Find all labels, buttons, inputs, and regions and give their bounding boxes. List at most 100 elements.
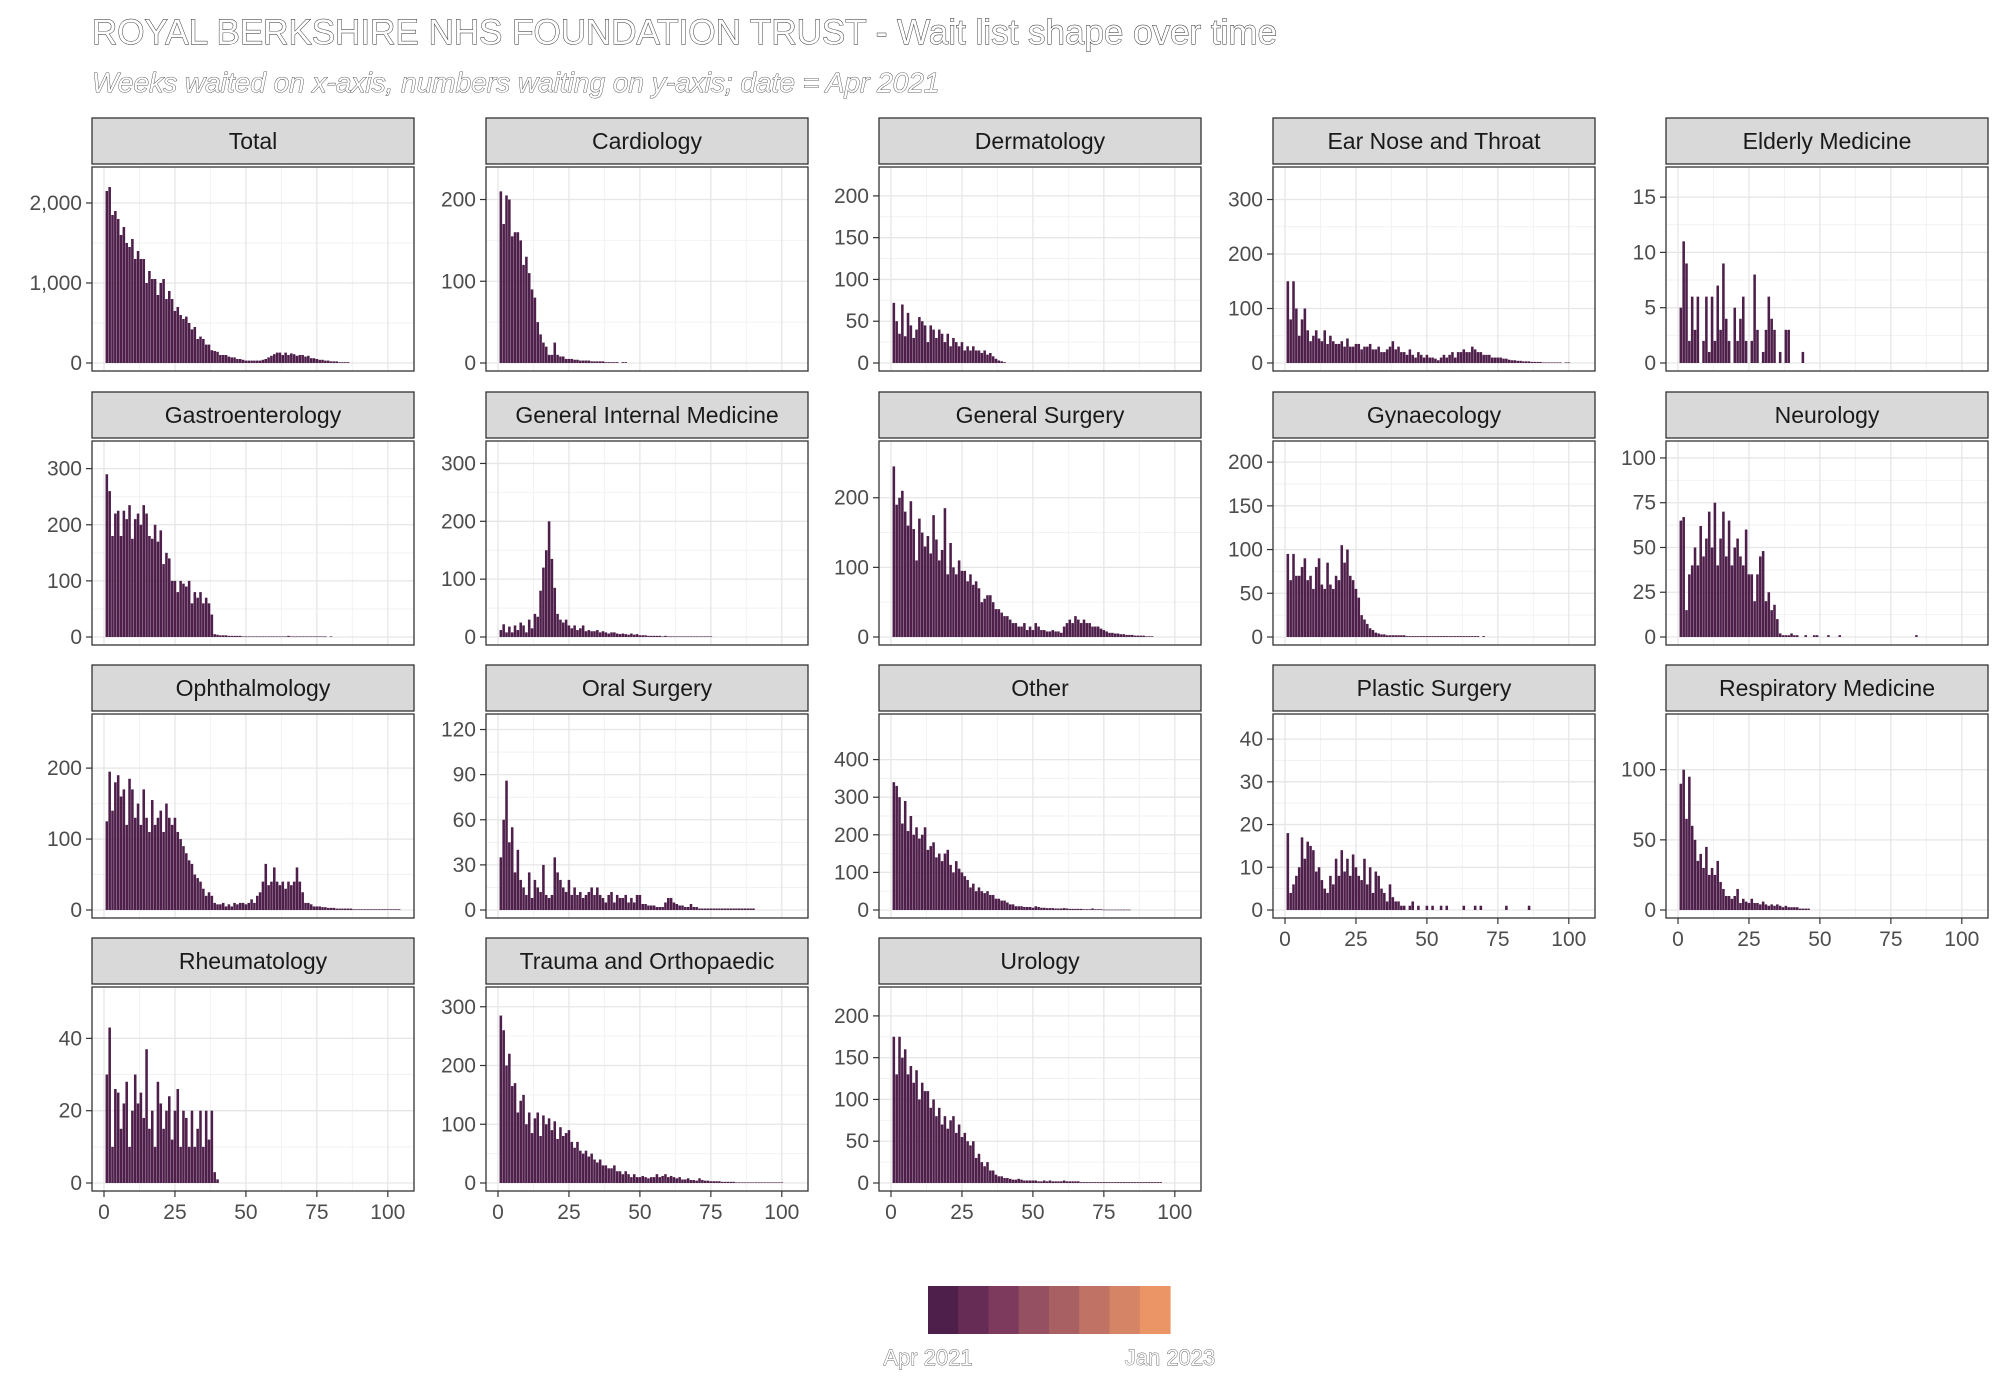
- bar: [275, 636, 279, 638]
- bar: [1713, 340, 1717, 363]
- y-tick-label: 150: [834, 227, 869, 250]
- bar: [1815, 635, 1819, 637]
- bar: [1699, 525, 1702, 637]
- bar: [1102, 909, 1106, 911]
- bar: [114, 782, 117, 910]
- bar: [920, 532, 924, 637]
- bar: [581, 1153, 585, 1183]
- bar: [1366, 346, 1369, 363]
- bar: [1485, 354, 1488, 363]
- bar: [923, 546, 927, 637]
- bar: [1391, 341, 1395, 363]
- bar: [601, 361, 605, 363]
- bar: [1363, 346, 1366, 363]
- bar: [596, 630, 599, 637]
- y-tick-label: 40: [59, 1027, 82, 1050]
- bar: [1099, 628, 1103, 637]
- y-tick-label: 0: [857, 626, 869, 649]
- bar: [1541, 362, 1545, 364]
- bar: [216, 351, 219, 363]
- bar: [136, 513, 140, 637]
- bar: [1156, 1182, 1160, 1183]
- bar: [1023, 623, 1026, 637]
- bar: [576, 630, 579, 637]
- bar: [954, 1132, 958, 1183]
- y-tick-label: 40: [1240, 728, 1263, 751]
- bar: [1286, 553, 1290, 637]
- bar: [1354, 343, 1358, 363]
- bar: [593, 361, 596, 363]
- bar: [1320, 341, 1324, 363]
- bar: [1801, 351, 1805, 363]
- bar: [210, 1110, 214, 1183]
- bar: [1306, 580, 1309, 637]
- bar: [125, 824, 128, 910]
- bar: [556, 354, 559, 363]
- bar: [1057, 631, 1060, 637]
- bar: [1736, 340, 1739, 363]
- bar: [1764, 904, 1768, 910]
- bar: [618, 1171, 622, 1183]
- bar: [233, 635, 236, 637]
- bar: [559, 619, 562, 637]
- bar: [963, 1132, 967, 1183]
- bar: [963, 570, 967, 637]
- bar: [533, 1118, 537, 1183]
- bar: [1385, 349, 1389, 363]
- bar: [1741, 296, 1745, 363]
- legend-start-label: Apr 2021: [883, 1345, 972, 1370]
- bar: [1008, 904, 1012, 910]
- bar: [929, 325, 933, 363]
- bar: [638, 1177, 642, 1183]
- bar: [253, 636, 256, 638]
- bar: [598, 632, 602, 637]
- bar: [624, 634, 627, 637]
- bar: [1091, 1182, 1094, 1183]
- bar: [678, 636, 681, 638]
- bar: [1006, 1177, 1009, 1183]
- bar: [920, 1082, 924, 1183]
- y-tick-label: 0: [70, 352, 82, 375]
- bar: [1471, 346, 1474, 363]
- bar: [221, 635, 225, 637]
- bar: [1323, 888, 1327, 910]
- bars: [1679, 502, 1918, 637]
- bar: [647, 905, 650, 910]
- bar: [1479, 352, 1483, 363]
- bar: [1436, 360, 1440, 363]
- bar: [732, 908, 735, 910]
- bar: [321, 907, 324, 910]
- bar: [649, 635, 653, 637]
- bar: [1505, 358, 1508, 363]
- bar: [1128, 634, 1131, 637]
- bar: [378, 909, 381, 910]
- bar: [912, 1082, 915, 1183]
- bar: [949, 543, 952, 637]
- bar: [972, 883, 975, 910]
- bar: [684, 1179, 687, 1183]
- bar: [720, 1181, 724, 1183]
- bar: [1507, 359, 1511, 363]
- bar: [581, 360, 585, 363]
- bar: [290, 885, 293, 910]
- bar: [1761, 901, 1765, 910]
- panel-border: [1665, 440, 1989, 646]
- bar: [1286, 281, 1290, 363]
- bar: [969, 574, 972, 637]
- bar: [1733, 895, 1737, 910]
- bar: [1314, 871, 1318, 910]
- bar: [176, 592, 180, 637]
- bar: [1567, 362, 1571, 364]
- gridlines: [486, 441, 808, 645]
- bar: [1079, 1182, 1083, 1183]
- bar: [128, 1146, 131, 1183]
- bar: [766, 1182, 769, 1184]
- bar: [1391, 897, 1395, 910]
